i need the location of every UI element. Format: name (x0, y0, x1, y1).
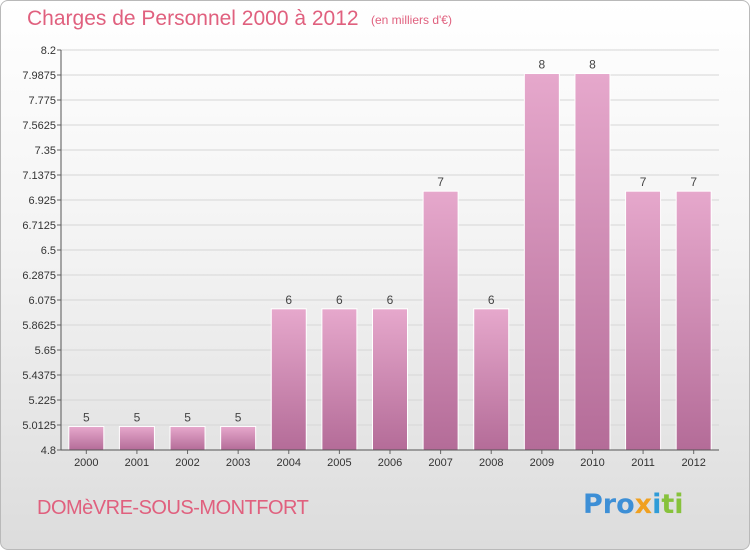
bar-2006 (372, 308, 408, 451)
bar-2008 (473, 308, 510, 451)
chart-unit: (en milliers d'€) (371, 13, 452, 27)
x-tick-label: 2002 (175, 457, 199, 469)
y-tick-label: 5.8625 (22, 320, 56, 332)
y-tick-label: 7.9875 (22, 70, 56, 82)
x-tick-label: 2012 (681, 457, 705, 469)
y-tick-label: 7.775 (28, 95, 56, 107)
bar-2010 (574, 73, 611, 451)
logo-part: Pro (583, 489, 635, 520)
logo-part: i (652, 489, 662, 520)
bar-2005 (321, 308, 358, 451)
x-tick-label: 2001 (125, 457, 149, 469)
x-tick-label: 2006 (378, 457, 402, 469)
data-label: 7 (690, 175, 697, 189)
bar-2002 (169, 425, 206, 451)
proxiti-logo[interactable]: Proxiti (583, 489, 684, 520)
x-tick-label: 2005 (327, 457, 351, 469)
x-tick-label: 2010 (580, 457, 604, 469)
x-tick-label: 2000 (74, 457, 98, 469)
axes: 4.8 5.0125 5.225 5.4375 5.65 5.8625 6.075 6.287… (22, 45, 719, 469)
data-label: 7 (640, 175, 647, 189)
data-label: 5 (235, 410, 242, 424)
bar-2012 (675, 190, 712, 451)
x-tick-label: 2009 (530, 457, 554, 469)
y-tick-label: 7.5625 (22, 120, 56, 132)
x-tick-label: 2004 (277, 457, 301, 469)
commune-name: DOMèVRE-SOUS-MONTFORT (37, 497, 309, 519)
bar-2009 (523, 73, 560, 451)
y-tick-label: 7.35 (35, 145, 56, 157)
bar-2000 (68, 425, 105, 451)
x-tick-label: 2011 (631, 457, 655, 469)
y-tick-label: 6.2875 (22, 270, 56, 282)
bar-2004 (270, 308, 307, 451)
bar-2001 (118, 425, 155, 451)
bar-2007 (422, 190, 459, 451)
data-label: 5 (83, 410, 90, 424)
y-tick-label: 8.2 (41, 45, 56, 57)
data-label: 6 (285, 293, 292, 307)
y-tick-label: 6.5 (41, 245, 56, 257)
y-tick-label: 6.7125 (22, 220, 56, 232)
bar-2011 (625, 190, 662, 451)
x-tick-label: 2008 (479, 457, 503, 469)
y-tick-label: 7.1375 (22, 170, 56, 182)
y-tick-label: 4.8 (41, 445, 56, 457)
y-tick-label: 5.0125 (22, 420, 56, 432)
y-tick-label: 5.65 (35, 345, 56, 357)
bars: 5 5 5 5 6 6 6 7 6 8 8 7 7 (68, 58, 712, 451)
data-label: 8 (539, 58, 546, 72)
x-tick-label: 2003 (226, 457, 250, 469)
logo-part: ti (661, 489, 684, 520)
y-tick-label: 6.075 (28, 295, 56, 307)
bar-2003 (220, 425, 257, 451)
chart-title: Charges de Personnel 2000 à 2012 (27, 7, 359, 30)
data-label: 6 (488, 293, 495, 307)
data-label: 6 (336, 293, 343, 307)
data-label: 7 (437, 175, 444, 189)
data-label: 6 (387, 293, 394, 307)
logo-part: x (634, 489, 653, 520)
y-tick-label: 5.225 (28, 395, 56, 407)
y-tick-label: 5.4375 (22, 370, 56, 382)
data-label: 5 (184, 410, 191, 424)
y-tick-label: 6.925 (28, 195, 56, 207)
data-label: 8 (589, 58, 596, 72)
data-label: 5 (134, 410, 141, 424)
x-tick-label: 2007 (428, 457, 452, 469)
